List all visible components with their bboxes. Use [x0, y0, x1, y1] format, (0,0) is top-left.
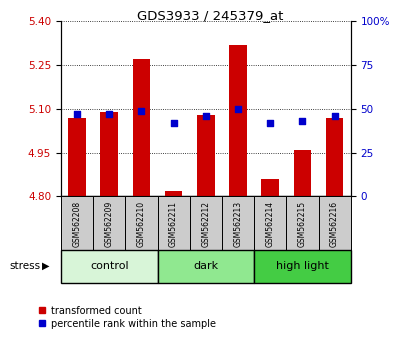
Point — [170, 120, 177, 126]
Text: GSM562213: GSM562213 — [234, 201, 242, 247]
Bar — [93, 196, 125, 250]
Text: GSM562208: GSM562208 — [73, 201, 81, 247]
Text: GSM562210: GSM562210 — [137, 201, 146, 247]
Text: GSM562215: GSM562215 — [298, 201, 307, 247]
Bar — [261, 179, 279, 196]
Point — [299, 118, 306, 124]
Bar — [125, 196, 158, 250]
Point — [331, 113, 338, 119]
Bar — [68, 118, 86, 196]
Text: GSM562214: GSM562214 — [266, 201, 275, 247]
Text: dark: dark — [193, 261, 218, 272]
Point — [138, 108, 145, 113]
Point — [235, 106, 242, 112]
Bar — [61, 250, 158, 283]
Bar — [158, 250, 254, 283]
Bar — [286, 196, 318, 250]
Bar — [133, 59, 150, 196]
Text: stress: stress — [9, 261, 40, 271]
Text: control: control — [90, 261, 129, 272]
Point — [202, 113, 209, 119]
Bar — [229, 45, 247, 196]
Point — [106, 111, 113, 117]
Text: ▶: ▶ — [42, 261, 50, 271]
Text: GSM562216: GSM562216 — [330, 201, 339, 247]
Text: high light: high light — [276, 261, 329, 272]
Bar — [197, 115, 215, 196]
Text: GDS3933 / 245379_at: GDS3933 / 245379_at — [137, 9, 283, 22]
Bar — [165, 191, 182, 196]
Text: GSM562211: GSM562211 — [169, 201, 178, 247]
Bar — [158, 196, 190, 250]
Bar — [294, 150, 311, 196]
Bar — [190, 196, 222, 250]
Text: GSM562209: GSM562209 — [105, 201, 114, 247]
Bar — [254, 196, 286, 250]
Bar — [326, 118, 344, 196]
Bar — [318, 196, 351, 250]
Bar — [100, 112, 118, 196]
Bar — [61, 196, 93, 250]
Text: GSM562212: GSM562212 — [201, 201, 210, 247]
Point — [267, 120, 273, 126]
Legend: transformed count, percentile rank within the sample: transformed count, percentile rank withi… — [39, 306, 216, 329]
Point — [74, 111, 80, 117]
Bar — [222, 196, 254, 250]
Bar — [254, 250, 351, 283]
